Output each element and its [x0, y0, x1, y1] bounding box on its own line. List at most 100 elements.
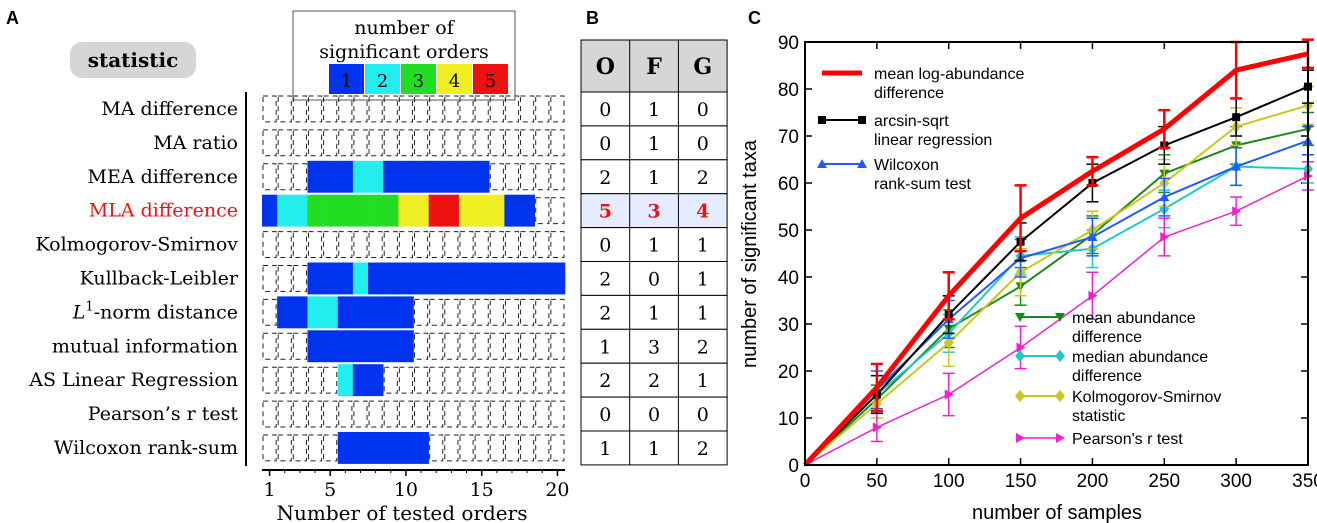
heat-cell-r3-c8 — [368, 194, 384, 227]
row-label-text: -norm distance — [94, 301, 238, 323]
row-label-text: MA difference — [101, 98, 238, 120]
table-row — [580, 362, 728, 398]
series-mla — [803, 38, 1314, 467]
grid-cell — [368, 231, 383, 259]
grid-cell — [307, 231, 323, 259]
heat-cell-r5-c6 — [337, 262, 354, 295]
grid-cell — [292, 95, 307, 123]
grid-cell — [429, 231, 444, 259]
table-cell: 2 — [599, 302, 611, 324]
grid-cell — [550, 163, 565, 191]
row-label-0: MA difference — [101, 98, 238, 120]
table-cell: 1 — [697, 370, 709, 392]
legend-entry-mla: mean log-abundance difference — [822, 66, 1024, 102]
y-tick-label-c: 80 — [778, 80, 799, 101]
heat-cell-r3-c1 — [262, 194, 278, 227]
grid-cell — [489, 434, 504, 462]
grid-cell — [550, 434, 565, 462]
grid-cell — [429, 400, 444, 428]
grid-cell — [262, 163, 277, 191]
heat-cell-r6-c3 — [292, 296, 308, 329]
grid-cell — [474, 298, 489, 326]
row-label-9: Pearson’s r test — [88, 403, 239, 425]
grid-cell — [398, 129, 414, 157]
grid-cell — [414, 231, 429, 259]
grid-cell — [292, 400, 307, 428]
grid-cell — [277, 95, 292, 123]
grid-cell — [262, 366, 277, 394]
row-label-4: Kolmogorov-Smirnov — [35, 234, 238, 256]
grid-cell — [262, 434, 277, 462]
grid-cell — [504, 400, 520, 428]
row-label-1: MA ratio — [153, 132, 238, 154]
grid-cell — [353, 129, 368, 157]
data-point-wilcoxon — [1159, 192, 1170, 202]
data-point-ks — [943, 336, 954, 349]
table-cell: 0 — [599, 133, 611, 155]
grid-cell — [353, 95, 368, 123]
grid-cell — [292, 163, 307, 191]
grid-cell — [504, 298, 520, 326]
series-line-wilcoxon — [804, 139, 1309, 466]
legend-label-ascsin: linear regression — [874, 132, 992, 149]
heat-cell-r8-c7 — [352, 364, 369, 397]
grid-cell — [323, 231, 338, 259]
grid-cell — [414, 95, 429, 123]
row-labels: MA difference MA ratio MEA difference MLA d… — [28, 98, 239, 459]
heat-cell-r3-c9 — [383, 194, 399, 227]
heat-cell-r5-c19 — [534, 262, 551, 295]
grid-cell — [489, 366, 504, 394]
row-label-2: MEA difference — [87, 166, 238, 188]
x-tick-label-c: 0 — [800, 471, 811, 492]
grid-cell — [474, 366, 489, 394]
panel-label-a: A — [6, 8, 19, 28]
heat-cell-r7-c4 — [307, 330, 323, 363]
table-row — [580, 159, 728, 195]
y-tick-label-c: 60 — [778, 174, 799, 195]
grid-cell — [383, 129, 398, 157]
legend-marker-mean_abund — [1055, 313, 1065, 322]
data-point-pearson — [1232, 206, 1242, 217]
series-line-ascsin — [804, 85, 1309, 466]
row-label-text: Wilcoxon rank-sum — [54, 437, 238, 459]
grid-cell — [338, 129, 353, 157]
grid-cell — [535, 129, 550, 157]
heat-cell-r3-c18 — [519, 194, 535, 227]
heat-cell-r3-c7 — [352, 194, 369, 227]
grid-cell — [444, 231, 459, 259]
grid-cell — [520, 163, 535, 191]
heat-cell-r8-c6 — [337, 364, 354, 397]
grid-cell — [383, 95, 398, 123]
heat-cell-r10-c6 — [337, 432, 354, 464]
grid-cell — [323, 400, 338, 428]
grid-cell — [535, 434, 550, 462]
grid-cell — [307, 434, 323, 462]
grid-cell — [338, 231, 353, 259]
grid-cell — [262, 129, 277, 157]
grid-cell — [535, 366, 550, 394]
table-cell: 0 — [648, 404, 660, 426]
grid-cell — [550, 400, 565, 428]
table-cell: 0 — [599, 99, 611, 121]
grid-cell — [429, 298, 444, 326]
table-cell: 2 — [599, 167, 611, 189]
row-label-10: Wilcoxon rank-sum — [54, 437, 238, 459]
grid-cell — [398, 400, 414, 428]
heat-cell-r7-c7 — [352, 330, 369, 363]
grid-cell — [474, 332, 489, 360]
legend-marker-ks — [1055, 390, 1065, 402]
heat-cell-r6-c4 — [307, 296, 323, 329]
grid-cell — [262, 95, 277, 123]
table-cell: 1 — [697, 269, 709, 291]
table-cell: 4 — [696, 201, 709, 223]
heat-cell-r6-c2 — [277, 296, 293, 329]
legend-level-2: 2 — [377, 71, 388, 92]
grid-cell — [277, 366, 292, 394]
legend-marker-ks — [1015, 390, 1025, 402]
heat-cell-r3-c14 — [458, 194, 475, 227]
legend-marker-wilcoxon — [817, 159, 827, 168]
row-label-text: MLA difference — [89, 200, 238, 222]
grid-cell — [535, 332, 550, 360]
table-row — [580, 294, 728, 330]
x-ticks-a: 1 5 10 15 20 — [264, 470, 570, 501]
